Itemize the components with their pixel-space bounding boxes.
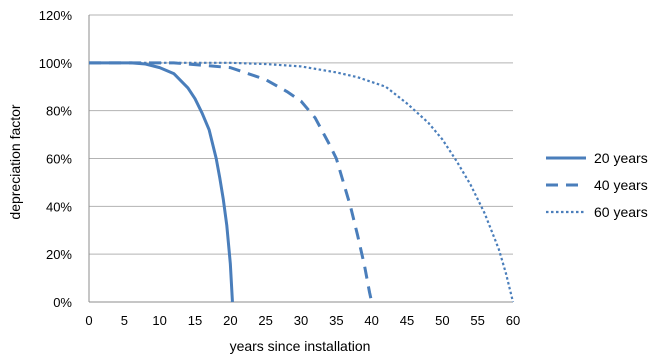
x-tick-label: 20: [223, 313, 237, 328]
legend-label: 40 years: [594, 177, 648, 193]
legend-label: 20 years: [594, 150, 648, 166]
series-line-40-years: [89, 61, 374, 303]
x-tick-label: 5: [121, 313, 128, 328]
x-tick-labels: 0 5 10 15 20 25 30 35 40 45 50 55 60: [85, 313, 520, 328]
x-tick-label: 40: [364, 313, 378, 328]
y-tick-label: 80%: [46, 104, 72, 119]
gridlines: [89, 14, 513, 255]
y-tick-label: 40%: [46, 199, 72, 214]
y-tick-labels: 0% 20% 40% 60% 80% 100% 120%: [39, 8, 73, 310]
legend: 20 years 40 years 60 years: [546, 150, 648, 220]
x-tick-label: 10: [152, 313, 166, 328]
series-lines: [89, 61, 515, 303]
series-line-60-years: [89, 61, 515, 303]
x-axis-title: years since installation: [230, 338, 371, 354]
y-tick-label: 120%: [39, 8, 73, 23]
x-tick-label: 35: [329, 313, 343, 328]
legend-label: 60 years: [594, 204, 648, 220]
x-tick-label: 25: [258, 313, 272, 328]
y-tick-label: 0%: [53, 295, 72, 310]
x-tick-label: 60: [506, 313, 520, 328]
x-tick-label: 30: [294, 313, 308, 328]
y-tick-label: 100%: [39, 56, 73, 71]
x-tick-label: 50: [435, 313, 449, 328]
y-tick-label: 20%: [46, 247, 72, 262]
x-tick-label: 15: [188, 313, 202, 328]
series-line-20-years: [89, 61, 234, 303]
y-tick-label: 60%: [46, 152, 72, 167]
x-tick-label: 45: [400, 313, 414, 328]
y-axis-title: depreciation factor: [7, 104, 23, 220]
x-tick-label: 0: [85, 313, 92, 328]
x-tick-label: 55: [470, 313, 484, 328]
